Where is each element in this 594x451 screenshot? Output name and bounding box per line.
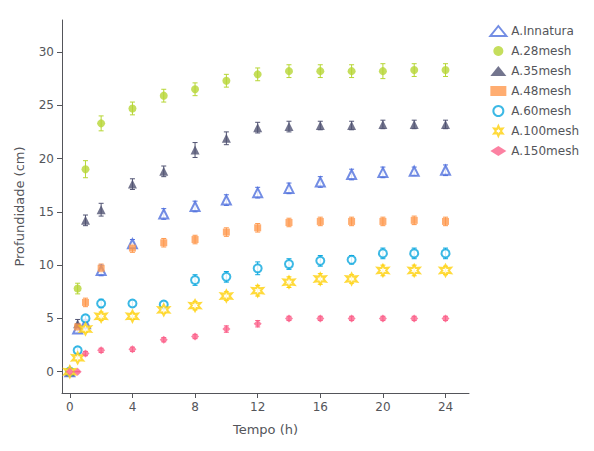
- svg-text:24: 24: [438, 400, 453, 414]
- svg-text:20: 20: [375, 400, 390, 414]
- svg-text:A.150mesh: A.150mesh: [511, 144, 579, 158]
- svg-text:10: 10: [39, 258, 54, 272]
- svg-text:0: 0: [66, 400, 74, 414]
- svg-text:Profundidade (cm): Profundidade (cm): [12, 146, 27, 266]
- svg-text:0: 0: [46, 365, 54, 379]
- svg-text:4: 4: [129, 400, 137, 414]
- svg-text:5: 5: [46, 311, 54, 325]
- svg-text:12: 12: [250, 400, 265, 414]
- svg-text:A.28mesh: A.28mesh: [511, 44, 571, 58]
- svg-text:25: 25: [39, 98, 54, 112]
- svg-text:30: 30: [39, 45, 54, 59]
- svg-text:8: 8: [191, 400, 199, 414]
- svg-text:A.Innatura: A.Innatura: [511, 24, 574, 38]
- svg-text:A.100mesh: A.100mesh: [511, 124, 579, 138]
- svg-text:A.35mesh: A.35mesh: [511, 64, 571, 78]
- svg-text:A.48mesh: A.48mesh: [511, 84, 571, 98]
- svg-text:A.60mesh: A.60mesh: [511, 104, 571, 118]
- svg-text:15: 15: [39, 205, 54, 219]
- svg-text:20: 20: [39, 152, 54, 166]
- svg-text:16: 16: [313, 400, 328, 414]
- svg-text:Tempo (h): Tempo (h): [232, 422, 298, 437]
